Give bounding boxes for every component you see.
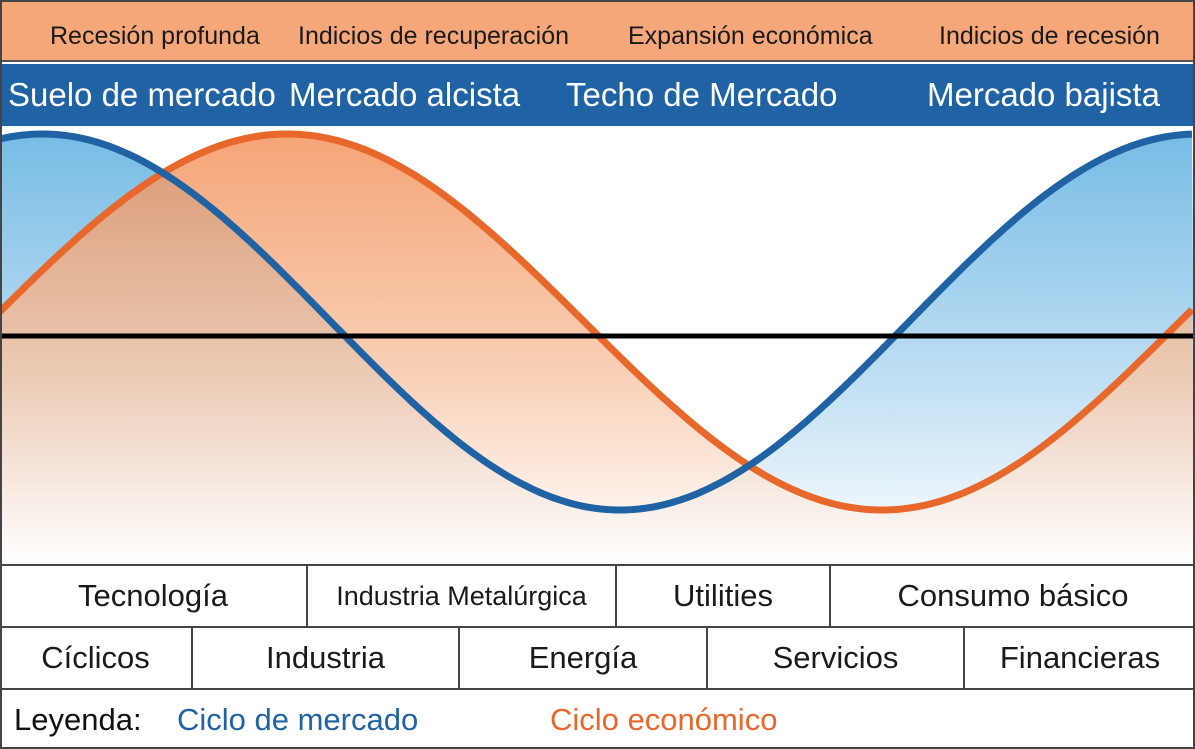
sector-energy: Energía — [460, 628, 708, 688]
legend-market-cycle: Ciclo de mercado — [177, 702, 419, 737]
market-label-bottom: Suelo de mercado — [8, 76, 276, 113]
sector-financials: Financieras — [999, 640, 1161, 675]
sector-row-1: Tecnología Industria Metalúrgica Utiliti… — [0, 564, 1195, 626]
sector-consumer-staples: Consumo básico — [897, 578, 1129, 613]
sector-metal-industry: Industria Metalúrgica — [308, 566, 617, 626]
cycle-curves — [0, 130, 1195, 564]
sector-row-2: Cíclicos Industria Energía Servicios Fin… — [0, 626, 1195, 688]
sector-utilities: Utilities — [617, 566, 831, 626]
market-phase-row: Suelo de mercado Mercado alcista Techo d… — [0, 64, 1195, 126]
market-cycle-line — [0, 130, 1193, 514]
phase-label-recovery-signs: Indicios de recuperación — [298, 22, 569, 50]
phase-label-recession-signs: Indicios de recesión — [939, 22, 1160, 50]
sector-services: Servicios — [708, 628, 965, 688]
phase-label-deep-recession: Recesión profunda — [50, 22, 260, 50]
economic-cycle-area — [0, 134, 1195, 564]
market-label-top: Techo de Mercado — [566, 76, 838, 113]
sector-technology: Tecnología — [0, 566, 308, 626]
market-label-bear: Mercado bajista — [927, 76, 1160, 113]
economic-phase-row: Recesión profunda Indicios de recuperaci… — [0, 0, 1195, 62]
sector-cyclicals: Cíclicos — [0, 628, 193, 688]
market-label-bull: Mercado alcista — [289, 76, 521, 113]
phase-label-expansion: Expansión económica — [628, 22, 873, 50]
legend: Leyenda: Ciclo de mercado Ciclo económic… — [0, 688, 1195, 749]
legend-title: Leyenda: — [14, 702, 142, 737]
sector-industry: Industria — [193, 628, 460, 688]
legend-economic-cycle: Ciclo económico — [550, 702, 778, 737]
economic-cycle-line — [0, 130, 1195, 514]
